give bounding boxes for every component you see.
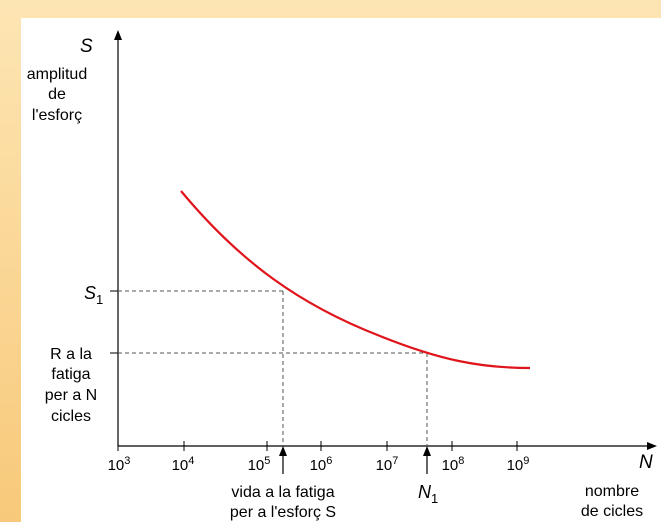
x-axis-label-line-2: de cicles bbox=[581, 503, 643, 520]
y-axis-label-line-2: de bbox=[48, 86, 66, 103]
fatigue-life-arrow-head bbox=[279, 446, 287, 456]
x-tick-label-1e6: 106 bbox=[310, 455, 333, 474]
x-tick-label-1e4: 104 bbox=[172, 455, 195, 474]
r-label-line-4: cicles bbox=[51, 408, 91, 425]
x-tick-label-1e3: 103 bbox=[108, 455, 131, 474]
x-axis-label-line-1: nombre bbox=[585, 483, 639, 500]
n1-arrow-head bbox=[423, 446, 431, 456]
x-tick-label-1e5: 105 bbox=[248, 455, 271, 474]
y-axis-label-line-1: amplitud bbox=[27, 66, 87, 83]
fatigue-life-line-2: per a l'esforç S bbox=[230, 504, 336, 521]
x-tick-label-1e9: 109 bbox=[507, 455, 530, 474]
diagram-panel bbox=[21, 18, 661, 522]
y-axis-symbol: S bbox=[80, 36, 93, 57]
x-axis-arrow bbox=[647, 442, 657, 450]
n1-label: N1 bbox=[418, 482, 438, 506]
y-axis-label-line-3: l'esforç bbox=[32, 107, 82, 124]
s1-label: S1 bbox=[84, 283, 103, 307]
x-axis-symbol: N bbox=[639, 452, 653, 473]
fatigue-life-line-1: vida a la fatiga bbox=[231, 484, 334, 501]
x-tick-label-1e8: 108 bbox=[442, 455, 465, 474]
r-label-line-1: R a la bbox=[50, 346, 92, 363]
x-tick-label-1e7: 107 bbox=[376, 455, 399, 474]
r-label-line-3: per a N bbox=[45, 387, 97, 404]
y-axis-arrow bbox=[114, 30, 122, 40]
sn-curve bbox=[180, 190, 531, 370]
r-label-line-2: fatiga bbox=[51, 366, 90, 383]
